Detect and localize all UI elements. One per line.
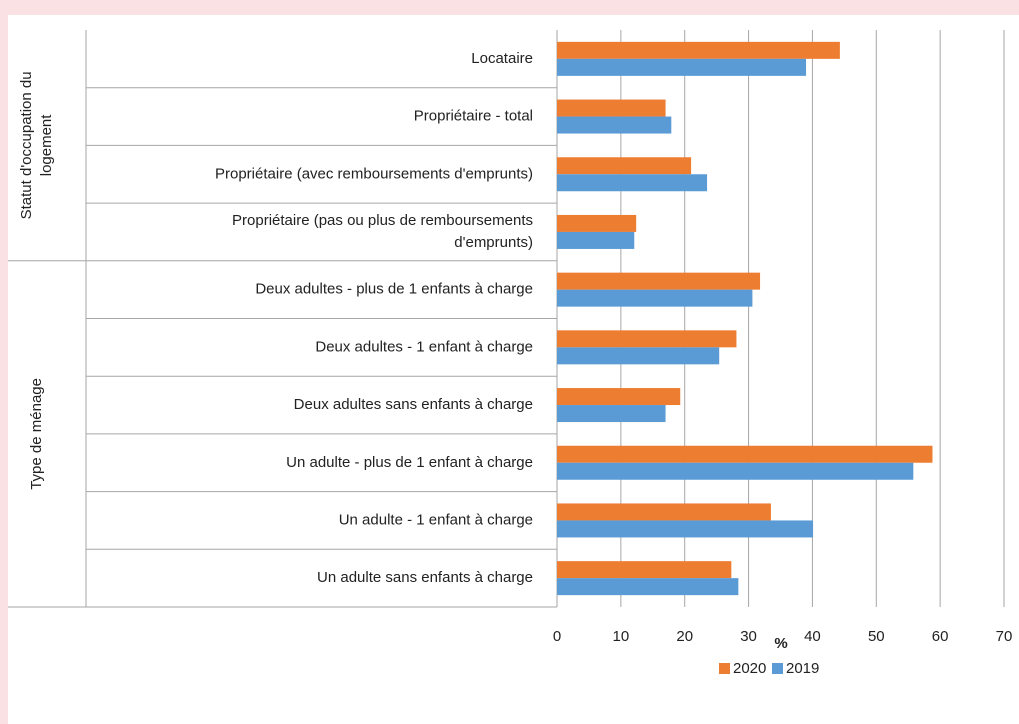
x-tick-label: 60	[932, 628, 949, 645]
x-axis-title: %	[774, 635, 787, 652]
x-tick-label: 70	[996, 628, 1013, 645]
y-tick-label: Deux adultes - 1 enfant à charge	[315, 338, 533, 355]
bar	[557, 116, 672, 134]
bar	[557, 561, 732, 579]
group-label: Type de ménage	[28, 378, 45, 490]
bar	[557, 520, 814, 538]
bar	[557, 578, 739, 596]
legend-label: 2019	[786, 660, 819, 677]
y-tick-label: Deux adultes sans enfants à charge	[294, 396, 533, 413]
y-tick-label: Propriétaire (pas ou plus de rembourseme…	[232, 212, 533, 251]
bar	[557, 231, 635, 249]
y-tick-label: Un adulte - 1 enfant à charge	[339, 511, 533, 528]
bar	[557, 388, 681, 406]
y-tick-label: Un adulte - plus de 1 enfant à charge	[286, 454, 533, 471]
x-tick-label: 30	[740, 628, 757, 645]
x-tick-label: 50	[868, 628, 885, 645]
bar	[557, 405, 666, 423]
plot-background	[8, 15, 1019, 724]
legend-swatch	[719, 663, 730, 674]
y-tick-label: Propriétaire - total	[414, 108, 533, 125]
bar	[557, 58, 807, 76]
bar	[557, 214, 637, 232]
legend-swatch	[772, 663, 783, 674]
bar	[557, 330, 737, 348]
bar	[557, 289, 753, 307]
y-tick-label: Propriétaire (avec remboursements d'empr…	[215, 165, 533, 182]
bar	[557, 445, 933, 463]
group-label: Statut d'occupation du logement	[18, 71, 55, 219]
bar	[557, 503, 771, 521]
bar	[557, 347, 720, 365]
x-tick-label: 40	[804, 628, 821, 645]
legend-label: 2020	[733, 660, 766, 677]
bar	[557, 174, 708, 192]
y-tick-label: Un adulte sans enfants à charge	[317, 569, 533, 586]
bar	[557, 462, 914, 480]
bar	[557, 272, 761, 290]
x-tick-label: 0	[553, 628, 561, 645]
x-tick-label: 10	[613, 628, 630, 645]
bar	[557, 99, 666, 117]
bar	[557, 41, 840, 59]
y-tick-label: Deux adultes - plus de 1 enfants à charg…	[255, 281, 533, 298]
x-tick-label: 20	[676, 628, 693, 645]
y-tick-label: Locataire	[471, 50, 533, 67]
bar	[557, 157, 692, 175]
